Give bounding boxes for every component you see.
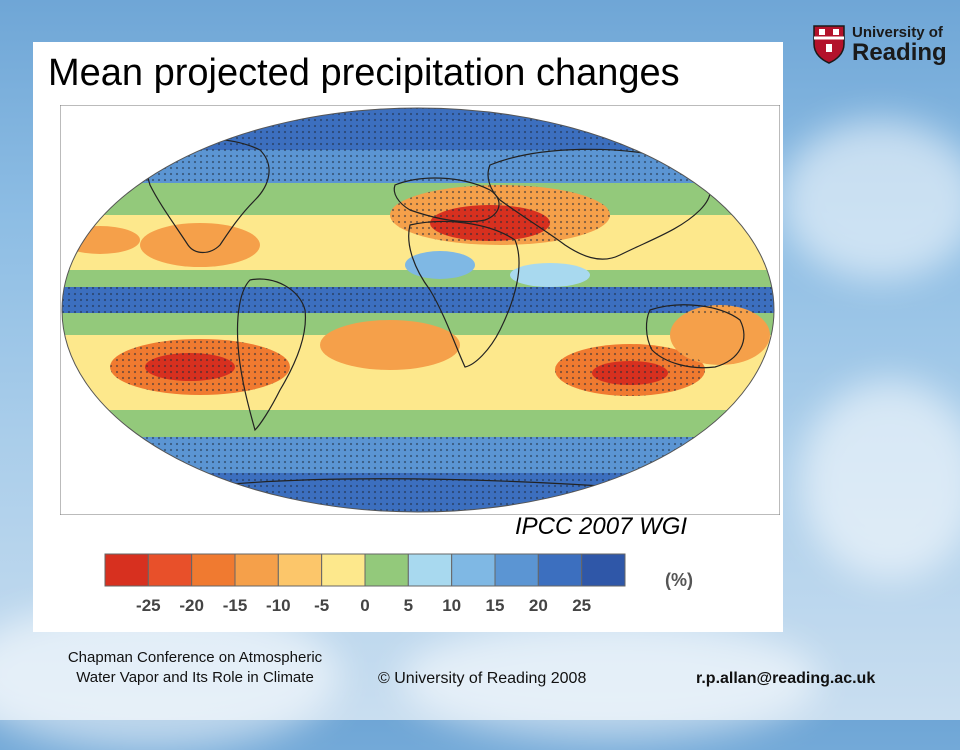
logo-text-line2: Reading <box>852 39 947 66</box>
footer-conference: Chapman Conference on Atmospheric Water … <box>25 648 365 688</box>
colorbar-swatch <box>494 553 539 587</box>
footer-conference-line1: Chapman Conference on Atmospheric <box>67 649 323 666</box>
region-central-america <box>140 223 260 267</box>
footer-conference-line2: Water Vapor and Its Role in Climate <box>76 669 314 686</box>
slide-title: Mean projected precipitation changes <box>48 52 680 94</box>
university-shield-icon <box>813 25 845 64</box>
colorbar-swatch <box>321 553 366 587</box>
colorbar-swatch <box>364 553 409 587</box>
colorbar-tick-labels: -25 -20 -15 -10 -5 0 5 10 15 20 25 <box>100 596 630 618</box>
stipple-south-pacific <box>110 339 290 395</box>
background-cloud <box>800 380 960 580</box>
map-border <box>61 107 775 513</box>
colorbar-unit: (%) <box>665 570 693 590</box>
logo-text-line1: University of <box>852 24 943 41</box>
outline-asia <box>487 148 711 260</box>
region-australia <box>670 305 770 365</box>
colorbar <box>100 552 630 593</box>
footer-email: r.p.allan@reading.ac.uk <box>696 670 876 687</box>
colorbar-tick-label: 20 <box>528 596 548 615</box>
colorbar-tick-label: -20 <box>179 596 204 615</box>
outline-africa <box>408 220 520 368</box>
colorbar-tick-label: 10 <box>442 596 462 615</box>
colorbar-swatch <box>581 553 626 587</box>
outline-europe <box>393 177 500 223</box>
colorbar-tick-label: 0 <box>360 596 370 615</box>
background-cloud <box>780 120 960 280</box>
outline-north-america <box>146 138 270 254</box>
colorbar-swatch <box>537 553 583 587</box>
colorbar-swatch <box>451 553 496 587</box>
colorbar-tick-label: -10 <box>266 596 291 615</box>
stipple-equator <box>62 287 774 315</box>
region-arabian-sea <box>510 263 590 287</box>
university-logo: University of Reading <box>812 22 947 70</box>
stipple-mediterranean <box>390 185 610 245</box>
colorbar-swatch <box>147 553 193 587</box>
outline-australia <box>645 304 745 369</box>
region-sahel <box>405 251 475 279</box>
colorbar-swatch <box>104 553 149 587</box>
outline-south-america <box>236 278 307 432</box>
colorbar-swatch <box>407 553 453 587</box>
colorbar-swatch <box>277 553 323 587</box>
precipitation-change-map <box>59 104 781 516</box>
colorbar-tick-label: -15 <box>222 596 248 615</box>
footer-copyright: © University of Reading 2008 <box>378 670 587 687</box>
colorbar-swatch <box>234 553 279 587</box>
figure-source: IPCC 2007 WGI <box>515 513 688 540</box>
region-south-atlantic <box>320 320 460 370</box>
colorbar-tick-label: -25 <box>136 596 161 615</box>
colorbar-tick-label: -5 <box>314 596 330 615</box>
world-map-svg <box>59 104 781 516</box>
band-tropic-north <box>62 270 774 292</box>
colorbar-tick-label: 15 <box>485 596 505 615</box>
stipple-indian-ocean <box>555 344 705 396</box>
colorbar-swatch <box>191 553 236 587</box>
colorbar-tick-label: 5 <box>403 596 414 615</box>
colorbar-svg <box>104 553 626 587</box>
colorbar-tick-label: 25 <box>572 596 592 615</box>
